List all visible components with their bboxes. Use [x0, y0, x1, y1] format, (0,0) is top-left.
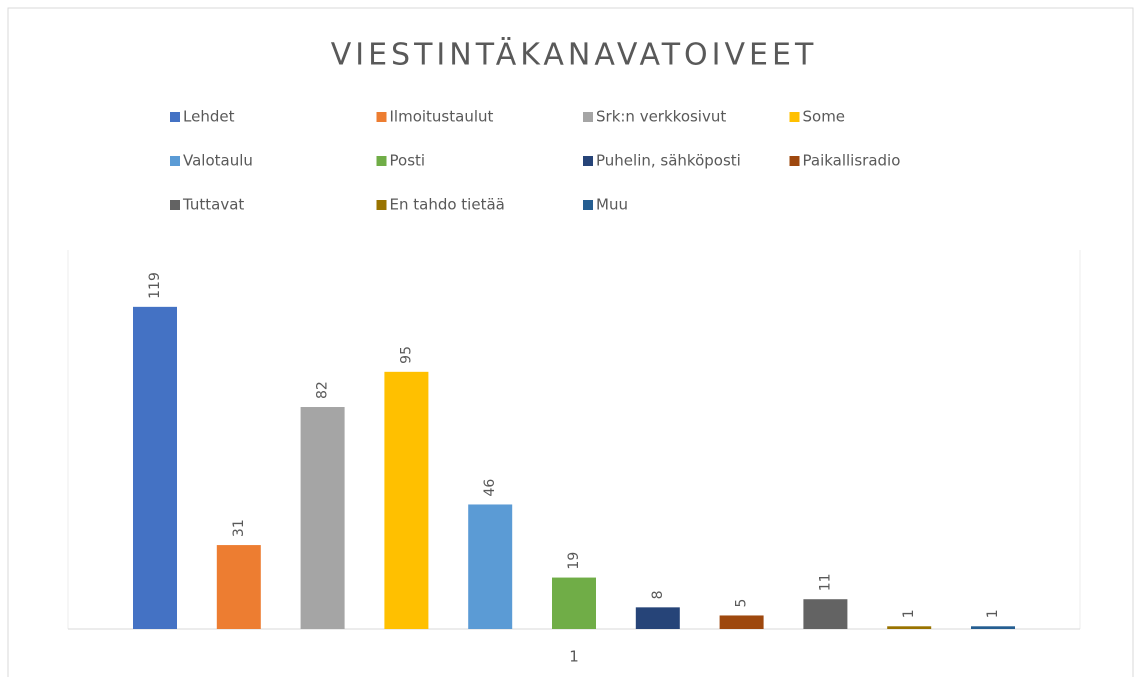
- data-label: 31: [231, 519, 247, 537]
- legend-label: Lehdet: [183, 108, 235, 126]
- legend-label: Muu: [596, 196, 628, 214]
- bar: [552, 577, 596, 629]
- legend-swatch: [170, 112, 180, 122]
- legend-label: Posti: [390, 152, 426, 170]
- bar: [384, 371, 429, 629]
- legend-label: Srk:n verkkosivut: [596, 108, 726, 126]
- legend-swatch: [376, 156, 387, 166]
- legend-label: Tuttavat: [182, 196, 244, 214]
- data-label: 5: [734, 599, 750, 608]
- data-label: 82: [315, 381, 331, 399]
- bar: [719, 615, 764, 629]
- legend-label: En tahdo tietää: [390, 196, 505, 214]
- data-label: 95: [398, 346, 414, 364]
- legend-label: Puhelin, sähköposti: [596, 152, 741, 170]
- legend-swatch: [583, 112, 593, 122]
- bar: [216, 545, 261, 629]
- data-label: 1: [985, 609, 1001, 618]
- bar: [887, 626, 932, 629]
- data-label: 1: [901, 609, 917, 618]
- legend-label: Paikallisradio: [803, 152, 901, 170]
- data-label: 119: [147, 272, 163, 299]
- data-label: 46: [482, 479, 498, 497]
- legend-swatch: [170, 156, 180, 166]
- legend-swatch: [376, 112, 387, 122]
- legend-label: Some: [803, 108, 846, 126]
- legend-swatch: [583, 200, 593, 210]
- legend-swatch: [170, 200, 180, 210]
- legend-label: Ilmoitustaulut: [390, 108, 494, 126]
- legend-label: Valotaulu: [183, 152, 253, 170]
- data-label: 19: [566, 552, 582, 570]
- bar: [300, 407, 345, 629]
- bar: [971, 626, 1015, 629]
- bar: [635, 607, 680, 629]
- bar: [133, 306, 177, 629]
- legend-swatch: [376, 200, 387, 210]
- legend-swatch: [789, 156, 800, 166]
- bar: [803, 599, 848, 629]
- x-tick-label: 1: [569, 648, 579, 666]
- legend-swatch: [789, 112, 800, 122]
- bar: [468, 504, 513, 629]
- chart-frame: [7, 7, 1134, 677]
- legend-swatch: [583, 156, 593, 166]
- data-label: 11: [817, 573, 833, 591]
- chart-title: VIESTINTÄKANAVATOIVEET: [331, 37, 818, 73]
- data-label: 8: [650, 590, 666, 599]
